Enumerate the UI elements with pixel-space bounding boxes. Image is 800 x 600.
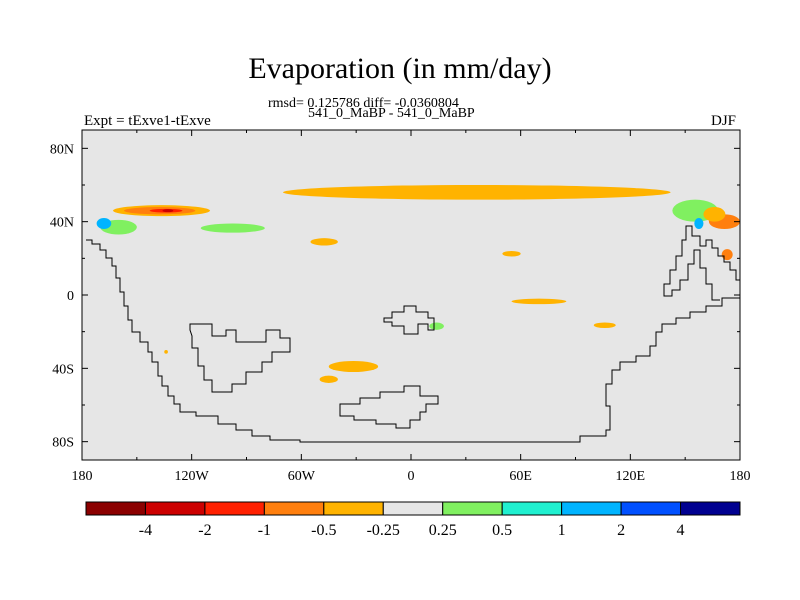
colorbar-box-0 bbox=[85, 501, 146, 516]
chart-title: Evaporation (in mm/day) bbox=[248, 52, 552, 85]
x-tick-label: 120E bbox=[616, 469, 646, 484]
colorbar: -4 -2 -1 -0.5 -0.25 0.25 0.5 1 2 4 bbox=[85, 501, 741, 539]
colorbar-box-1 bbox=[144, 501, 206, 516]
colorbar-label: -0.25 bbox=[367, 522, 400, 539]
data-region-10 bbox=[511, 298, 567, 305]
y-tick-label: 40S bbox=[52, 362, 74, 377]
data-region-15 bbox=[164, 350, 168, 354]
colorbar-label: 4 bbox=[677, 522, 685, 539]
data-region-4 bbox=[162, 209, 174, 213]
data-region-8 bbox=[310, 238, 338, 246]
colorbar-label: -0.5 bbox=[311, 522, 336, 539]
x-tick-label: 180 bbox=[730, 469, 751, 484]
data-region-12 bbox=[429, 322, 444, 330]
colorbar-label: -4 bbox=[139, 522, 152, 539]
colorbar-box-3 bbox=[263, 501, 325, 516]
map-background bbox=[82, 130, 740, 460]
colorbar-label: 0.25 bbox=[429, 522, 457, 539]
x-tick-label: 60W bbox=[288, 469, 316, 484]
colorbar-label: -1 bbox=[258, 522, 271, 539]
x-tick-label: 60E bbox=[509, 469, 532, 484]
asia-coastline bbox=[663, 225, 740, 301]
colorbar-box-8 bbox=[561, 501, 622, 516]
data-region-20 bbox=[703, 207, 726, 222]
stats-line: rmsd= 0.125786 diff= -0.0360804 bbox=[268, 96, 459, 111]
experiment-label: Expt = tExve1-tExve bbox=[84, 113, 211, 129]
runs-line: 541_0_MaBP - 541_0_MaBP bbox=[308, 106, 475, 121]
colorbar-box-10 bbox=[680, 501, 741, 516]
colorbar-box-5 bbox=[382, 501, 444, 516]
y-tick-label: 80N bbox=[50, 142, 74, 157]
data-region-19 bbox=[721, 249, 733, 261]
data-region-11 bbox=[593, 322, 616, 328]
coastline bbox=[86, 239, 740, 443]
y-tick-label: 40N bbox=[50, 216, 74, 231]
data-region-17 bbox=[694, 218, 704, 229]
colorbar-label: 2 bbox=[617, 522, 625, 539]
season-label: DJF bbox=[711, 113, 737, 129]
continent-coastline-antarctic bbox=[339, 385, 439, 429]
data-region-7 bbox=[96, 218, 112, 229]
continent-coastline-africa bbox=[383, 305, 435, 335]
data-region-0 bbox=[283, 185, 671, 200]
colorbar-box-4 bbox=[323, 501, 384, 516]
x-tick-label: 120W bbox=[175, 469, 210, 484]
continent-coastline-south bbox=[189, 323, 291, 393]
y-tick-label: 0 bbox=[67, 289, 74, 304]
y-tick-label: 80S bbox=[52, 436, 74, 451]
colorbar-box-6 bbox=[442, 501, 503, 516]
colorbar-box-2 bbox=[204, 501, 265, 516]
data-region-13 bbox=[328, 361, 379, 372]
x-tick-label: 180 bbox=[72, 469, 93, 484]
data-region-6 bbox=[200, 223, 265, 233]
colorbar-label: 0.5 bbox=[492, 522, 512, 539]
colorbar-label: -2 bbox=[198, 522, 211, 539]
colorbar-box-9 bbox=[620, 501, 682, 516]
data-regions bbox=[96, 185, 740, 384]
colorbar-box-7 bbox=[501, 501, 563, 516]
data-region-9 bbox=[502, 251, 521, 257]
colorbar-label: 1 bbox=[558, 522, 566, 539]
x-tick-label: 0 bbox=[408, 469, 415, 484]
data-region-14 bbox=[319, 375, 338, 384]
axes: 180 120W 60W 0 60E 120E 180 80N 40N 0 40S 80S bbox=[50, 130, 751, 484]
